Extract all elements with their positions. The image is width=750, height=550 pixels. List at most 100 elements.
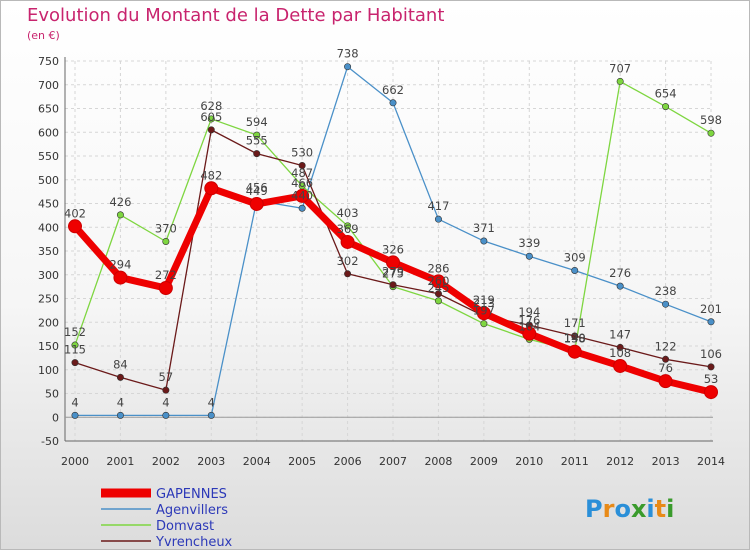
data-label: 4	[71, 395, 78, 409]
data-point	[389, 281, 397, 289]
data-label: 147	[609, 327, 631, 341]
x-tick-label: 2005	[288, 455, 316, 468]
data-label: 326	[382, 242, 404, 256]
data-point	[386, 255, 401, 270]
data-label: 339	[518, 236, 540, 250]
proxiti-logo: Proxiti	[585, 495, 674, 523]
data-label: 426	[109, 195, 131, 209]
data-label: 466	[291, 176, 313, 190]
data-point	[207, 126, 215, 134]
data-point	[571, 266, 579, 274]
x-tick-label: 2007	[379, 455, 407, 468]
data-point	[162, 238, 170, 246]
data-point	[207, 115, 215, 123]
x-tick-label: 2002	[152, 455, 180, 468]
x-tick-label: 2006	[334, 455, 362, 468]
data-label: 245	[427, 281, 449, 295]
data-point	[476, 306, 491, 321]
data-label: 108	[609, 346, 631, 360]
data-label: 276	[609, 266, 631, 280]
data-label: 84	[113, 357, 128, 371]
x-tick-label: 2009	[470, 455, 498, 468]
data-point	[707, 318, 715, 326]
x-tick-label: 2012	[606, 455, 634, 468]
data-point	[253, 150, 261, 158]
data-point	[204, 181, 219, 196]
data-label: 171	[564, 316, 586, 330]
data-label: 4	[208, 395, 215, 409]
data-label: 238	[655, 284, 677, 298]
y-tick-label: 600	[38, 126, 59, 139]
data-label: 4	[117, 395, 124, 409]
data-label: 370	[155, 222, 177, 236]
data-label: 371	[473, 221, 495, 235]
y-tick-label: 0	[52, 411, 59, 424]
x-tick-label: 2014	[697, 455, 725, 468]
data-point	[567, 344, 582, 359]
data-label: 176	[518, 314, 540, 328]
data-label: 654	[655, 87, 677, 101]
y-tick-label: 500	[38, 174, 59, 187]
data-point	[704, 385, 719, 400]
x-tick-label: 2010	[515, 455, 543, 468]
data-label: 279	[382, 265, 404, 279]
data-point	[298, 204, 306, 212]
data-label: 440	[291, 188, 313, 202]
data-label: 369	[337, 222, 359, 236]
data-point	[571, 332, 579, 340]
data-label: 402	[64, 206, 86, 220]
data-label: 53	[704, 372, 719, 386]
chart-title: Evolution du Montant de la Dette par Hab…	[27, 5, 445, 26]
data-label: 152	[64, 325, 86, 339]
y-tick-label: 200	[38, 316, 59, 329]
data-label: 260	[427, 274, 449, 288]
data-label: 219	[473, 293, 495, 307]
data-label: 738	[337, 47, 359, 61]
y-tick-label: 100	[38, 364, 59, 377]
data-point	[616, 77, 624, 85]
y-tick-label: 50	[45, 388, 59, 401]
data-point	[434, 215, 442, 223]
data-point	[68, 219, 82, 234]
legend-label: Agenvillers	[156, 503, 228, 518]
data-point	[207, 411, 215, 419]
data-point	[116, 373, 124, 381]
data-label: 275	[382, 267, 404, 281]
data-label: 605	[200, 110, 222, 124]
data-label: 487	[291, 166, 313, 180]
data-point	[116, 211, 124, 219]
y-tick-label: 300	[38, 269, 59, 282]
data-label: 213	[473, 296, 495, 310]
data-point	[434, 290, 442, 298]
unit-label: (en €)	[27, 29, 60, 42]
data-point	[434, 297, 442, 305]
x-tick-label: 2000	[61, 455, 89, 468]
data-point	[431, 274, 446, 289]
data-label: 302	[337, 254, 359, 268]
y-tick-label: 700	[38, 79, 59, 92]
y-tick-label: 400	[38, 221, 59, 234]
data-label: 309	[564, 250, 586, 264]
data-label: 662	[382, 83, 404, 97]
data-label: 286	[427, 261, 449, 275]
data-point	[295, 188, 310, 203]
data-point	[525, 252, 533, 260]
data-point	[480, 320, 488, 328]
data-label: 194	[518, 305, 540, 319]
data-point	[662, 355, 670, 363]
x-tick-label: 2011	[561, 455, 589, 468]
data-point	[113, 270, 128, 285]
data-point	[522, 326, 537, 341]
data-point	[616, 343, 624, 351]
data-point	[162, 411, 170, 419]
data-point	[253, 131, 261, 139]
data-label: 272	[155, 268, 177, 282]
data-point	[71, 359, 79, 367]
data-point	[298, 162, 306, 170]
data-point	[344, 222, 352, 230]
y-tick-label: 650	[38, 103, 59, 116]
data-label: 628	[200, 99, 222, 113]
y-tick-label: 750	[38, 55, 59, 68]
data-label: 4	[162, 395, 169, 409]
